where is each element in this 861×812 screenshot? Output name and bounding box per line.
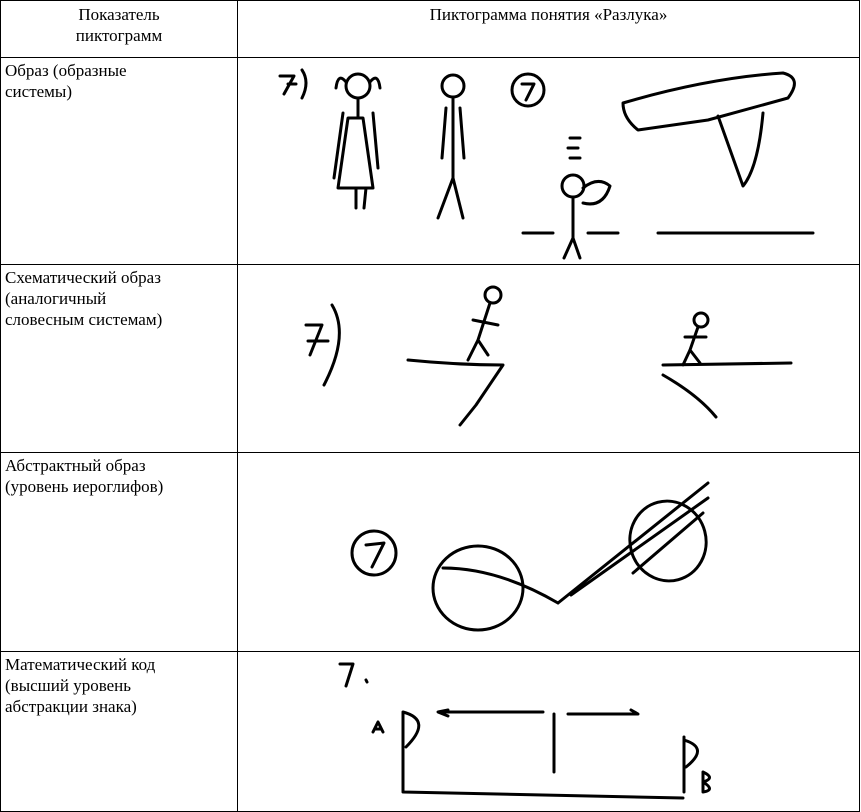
- pictogram-cell: [237, 452, 860, 652]
- row-label: Абстрактный образ (уровень иероглифов): [0, 452, 238, 652]
- pictogram-cell: [237, 57, 860, 265]
- row: Абстрактный образ (уровень иероглифов): [0, 452, 860, 652]
- row: Математический код (высший уровень абстр…: [0, 651, 860, 812]
- pictogram: [278, 68, 815, 260]
- row-label: Математический код (высший уровень абстр…: [0, 651, 238, 812]
- header-cell: Показатель пиктограмм: [0, 0, 238, 58]
- row-label: Схематический образ (аналогичный словесн…: [0, 264, 238, 453]
- row: Образ (образные системы): [0, 57, 860, 265]
- pictogram: [338, 662, 711, 800]
- pictogram-cell: [237, 264, 860, 453]
- header-cell: Пиктограмма понятия «Разлука»: [237, 0, 860, 58]
- pictogram: [350, 481, 710, 632]
- row-label: Образ (образные системы): [0, 57, 238, 265]
- pictogram: [304, 285, 793, 427]
- header-row: Показатель пиктограмм Пиктограмма поняти…: [0, 0, 860, 58]
- pictogram-cell: [237, 651, 860, 812]
- row: Схематический образ (аналогичный словесн…: [0, 264, 860, 453]
